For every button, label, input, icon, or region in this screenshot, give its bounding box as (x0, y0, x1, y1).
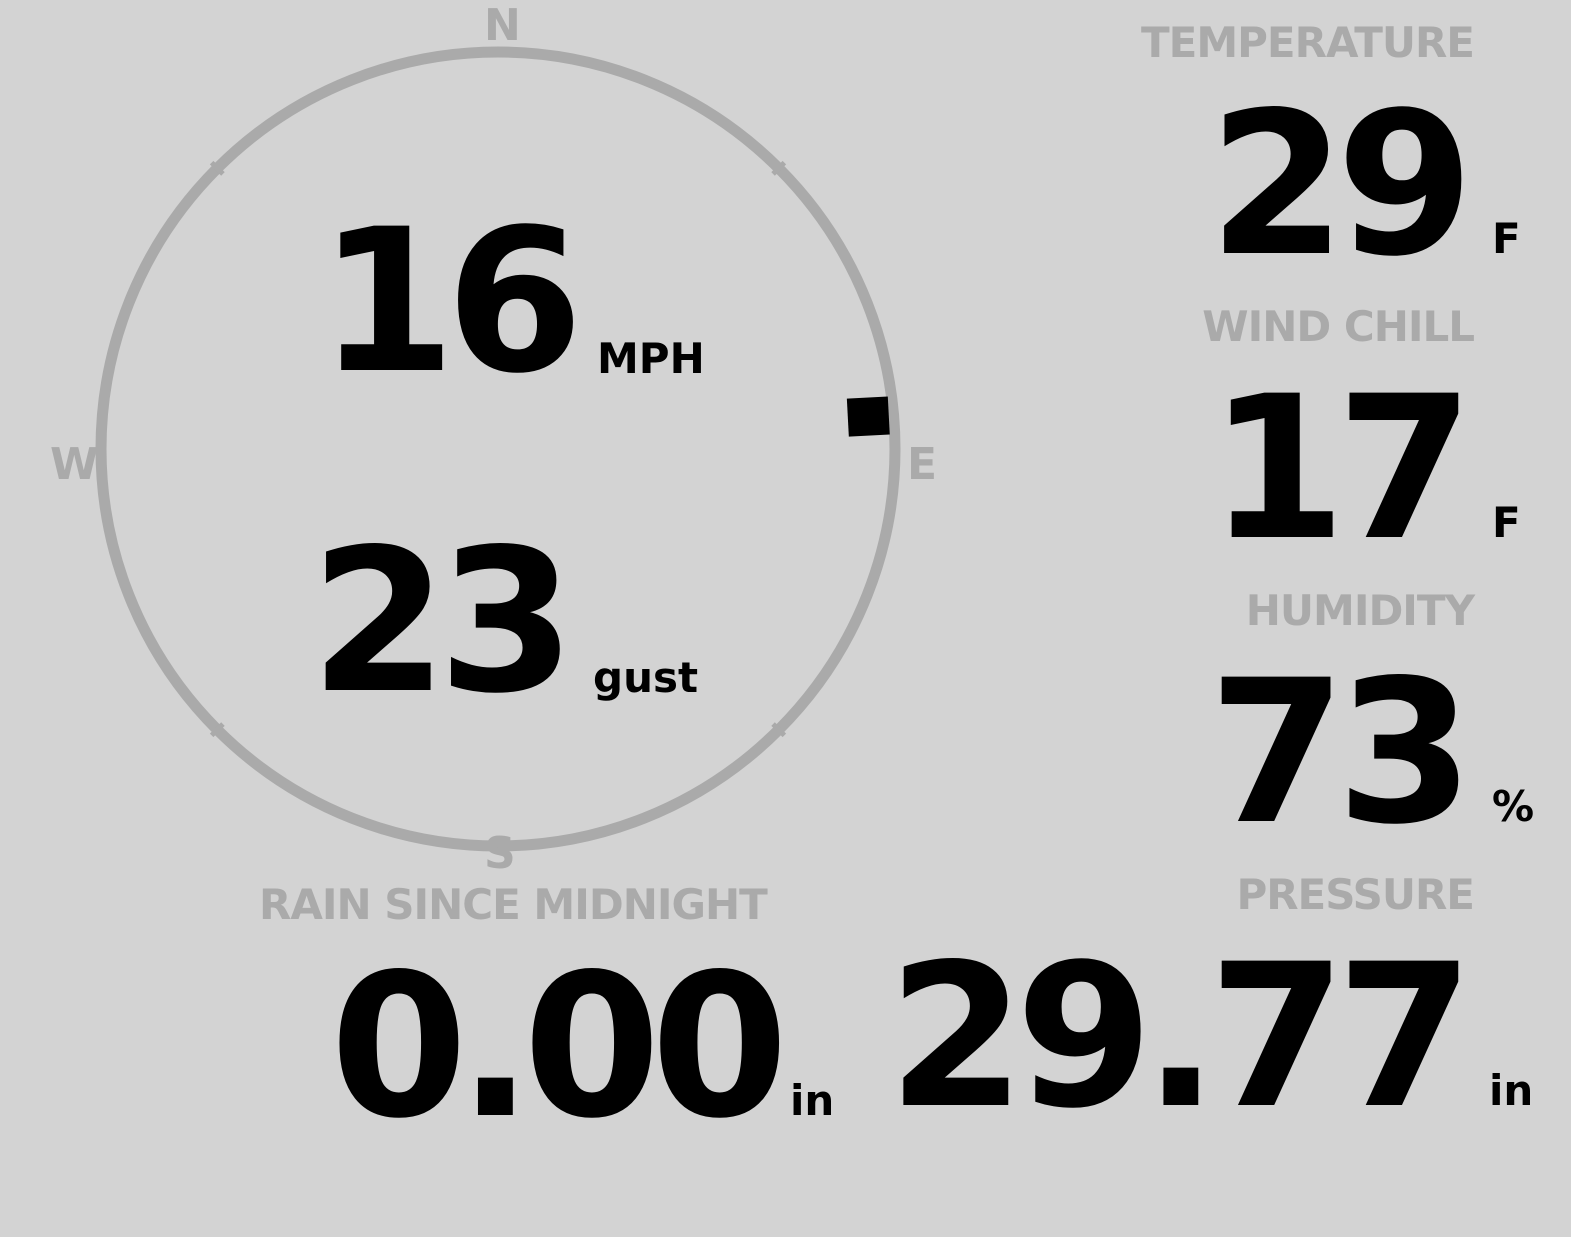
wind-direction-marker (846, 396, 890, 437)
compass-n: N (484, 0, 521, 51)
wind-speed-value: 16 (318, 186, 584, 417)
compass-s: S (484, 828, 516, 879)
compass-e: E (907, 439, 938, 490)
compass-tick (771, 160, 787, 176)
temperature-unit: F (1492, 214, 1521, 263)
wind-gust-value: 23 (310, 506, 576, 737)
compass-tick (209, 722, 225, 738)
temperature-value: 29 (1208, 69, 1474, 300)
wind-chill-unit: F (1492, 498, 1521, 547)
wind-gust-label: gust (593, 653, 699, 702)
rain-label: RAIN SINCE MIDNIGHT (259, 880, 768, 929)
humidity-unit: % (1492, 782, 1535, 831)
rain-unit: in (790, 1076, 835, 1125)
compass-w: W (50, 439, 99, 490)
wind-chill-label: WIND CHILL (1202, 302, 1475, 351)
pressure-label: PRESSURE (1236, 870, 1475, 919)
wind-speed-unit: MPH (597, 334, 705, 383)
wind-chill-value: 17 (1208, 353, 1474, 584)
rain-value: 0.00 (330, 931, 789, 1162)
humidity-value: 73 (1208, 637, 1474, 868)
pressure-value: 29.77 (887, 921, 1474, 1152)
temperature-label: TEMPERATURE (1141, 18, 1475, 67)
compass-tick (771, 722, 787, 738)
compass-tick (209, 160, 225, 176)
pressure-unit: in (1489, 1066, 1534, 1115)
compass-ring (95, 46, 901, 852)
humidity-label: HUMIDITY (1245, 586, 1475, 635)
